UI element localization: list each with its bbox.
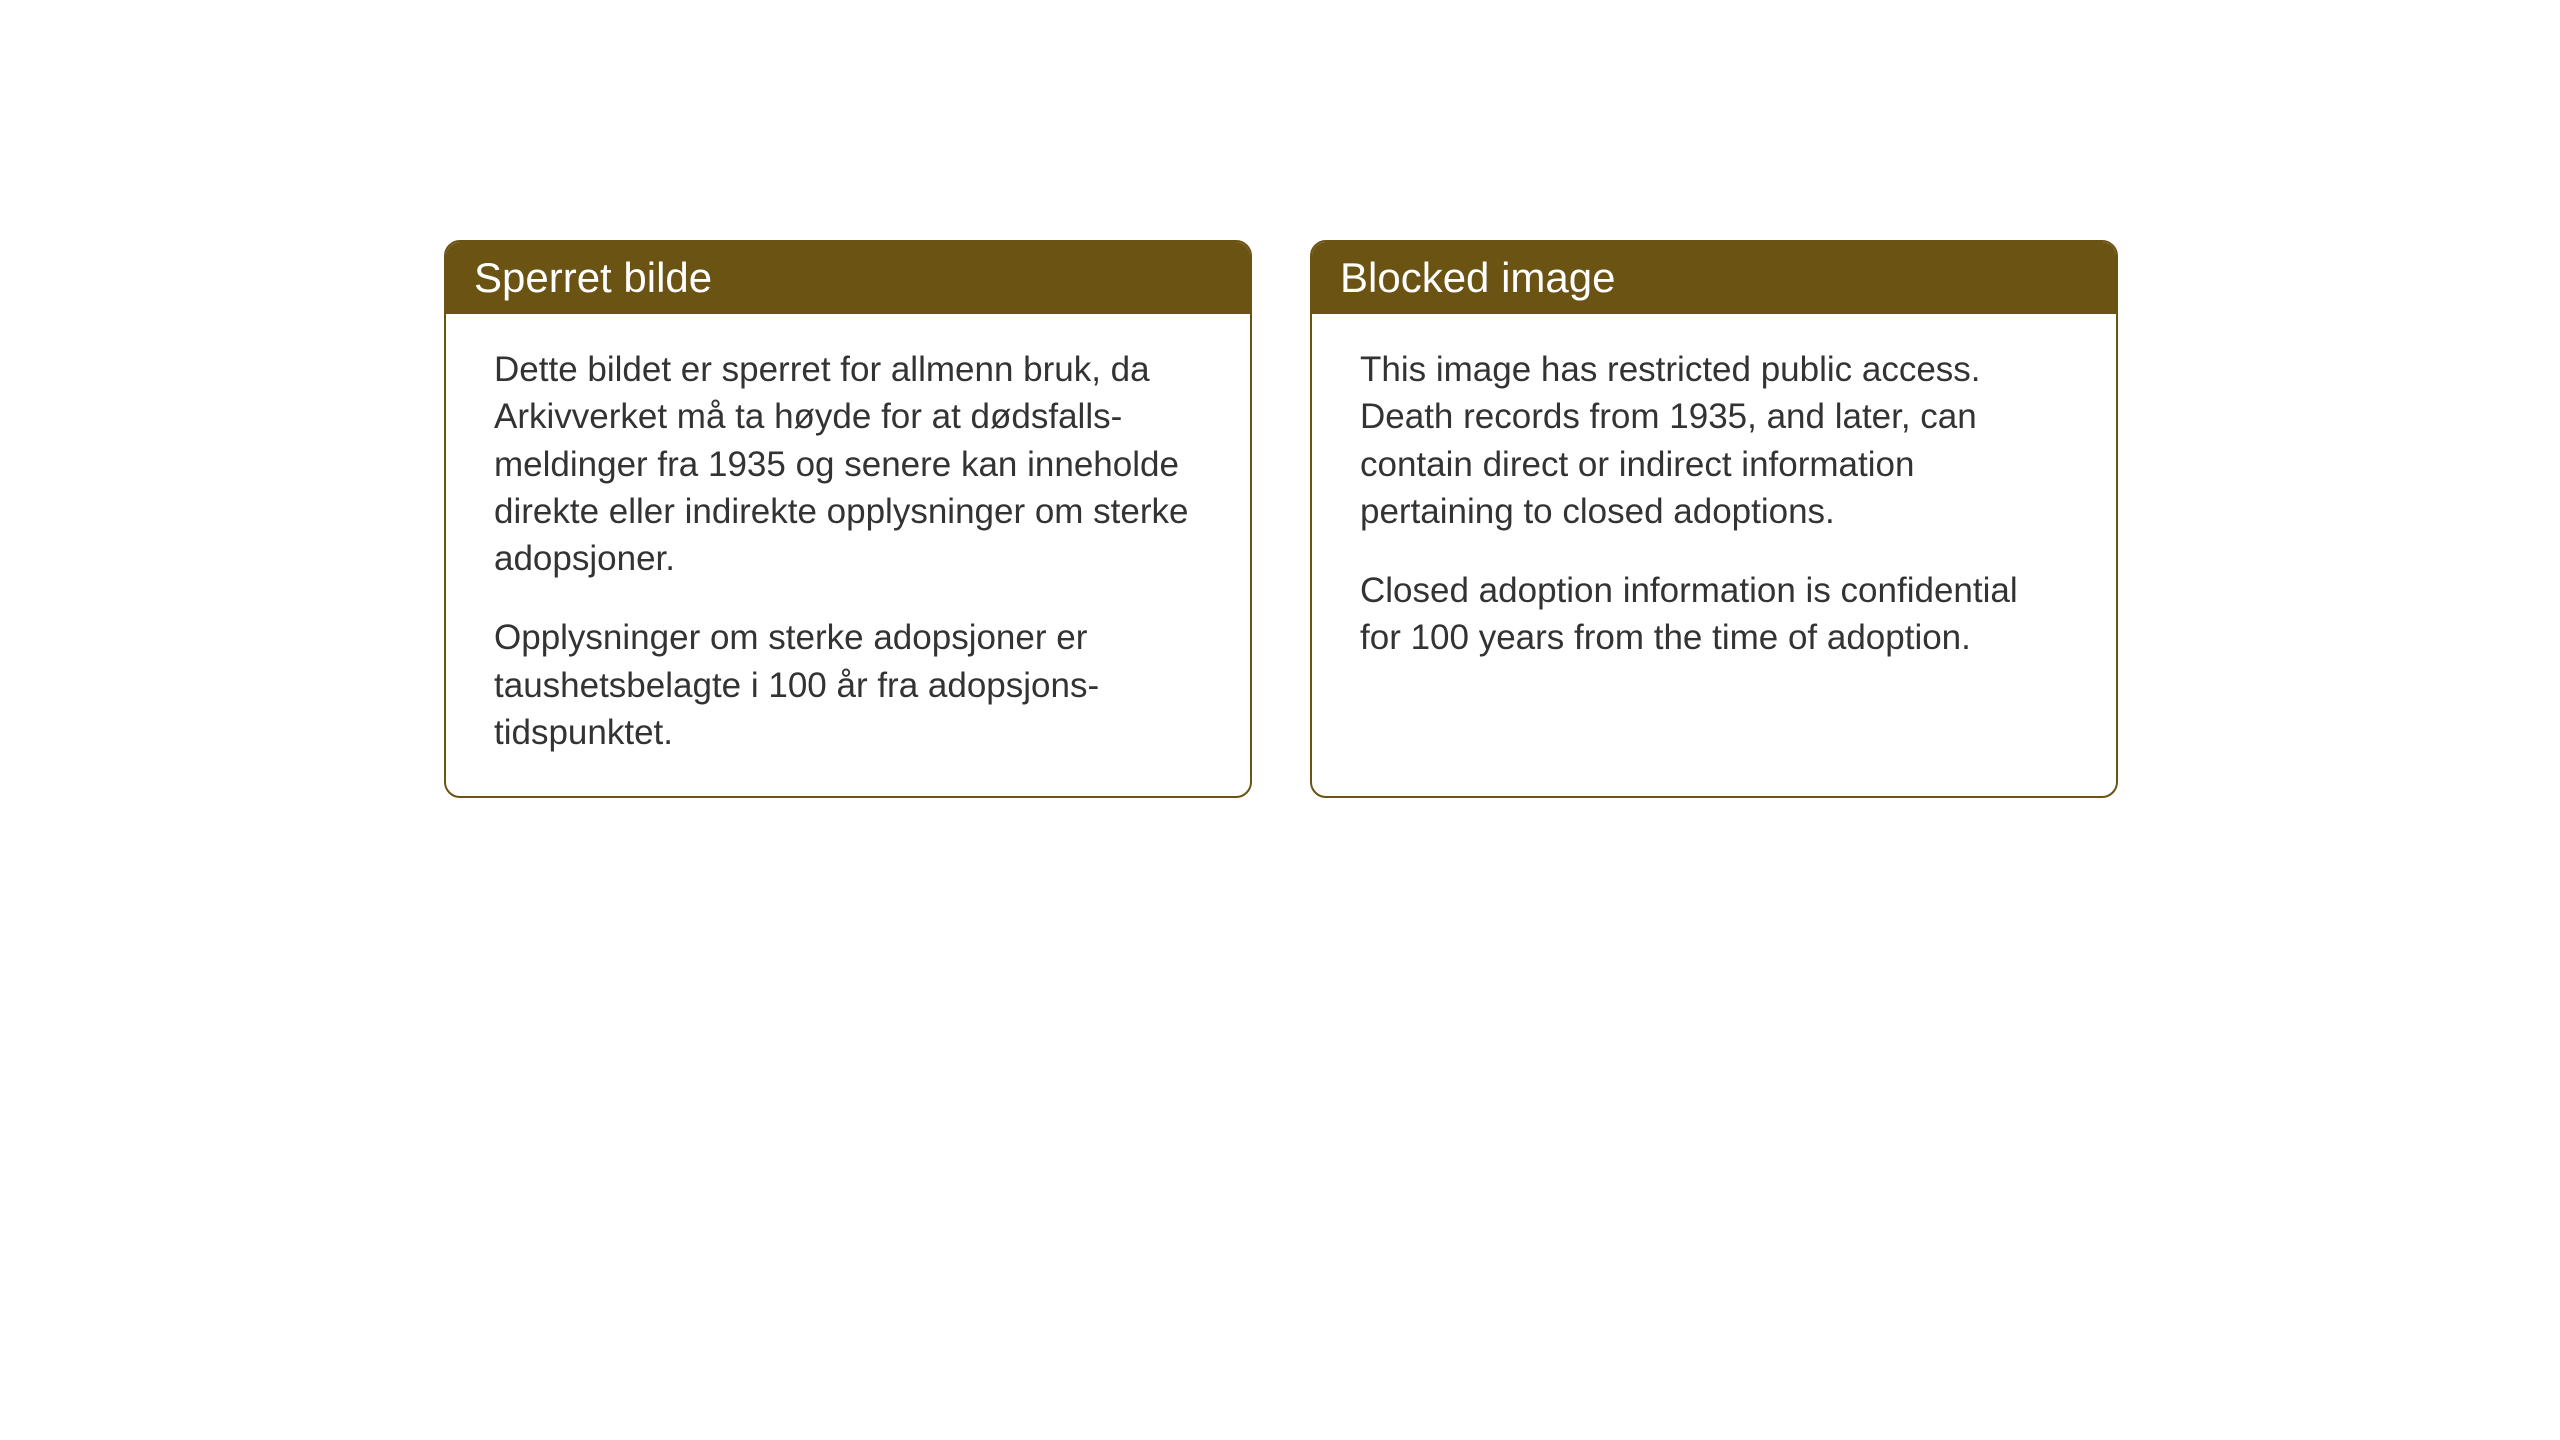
card-english: Blocked image This image has restricted … [1310,240,2118,798]
card-norwegian-paragraph-2: Opplysninger om sterke adopsjoner er tau… [494,614,1202,756]
card-norwegian-header: Sperret bilde [446,242,1250,314]
card-english-paragraph-2: Closed adoption information is confident… [1360,567,2068,662]
card-english-header: Blocked image [1312,242,2116,314]
card-norwegian-body: Dette bildet er sperret for allmenn bruk… [446,314,1250,796]
cards-container: Sperret bilde Dette bildet er sperret fo… [444,240,2118,798]
card-norwegian-paragraph-1: Dette bildet er sperret for allmenn bruk… [494,346,1202,582]
card-norwegian-title: Sperret bilde [474,254,712,301]
card-english-body: This image has restricted public access.… [1312,314,2116,702]
card-english-title: Blocked image [1340,254,1615,301]
card-english-paragraph-1: This image has restricted public access.… [1360,346,2068,535]
card-norwegian: Sperret bilde Dette bildet er sperret fo… [444,240,1252,798]
